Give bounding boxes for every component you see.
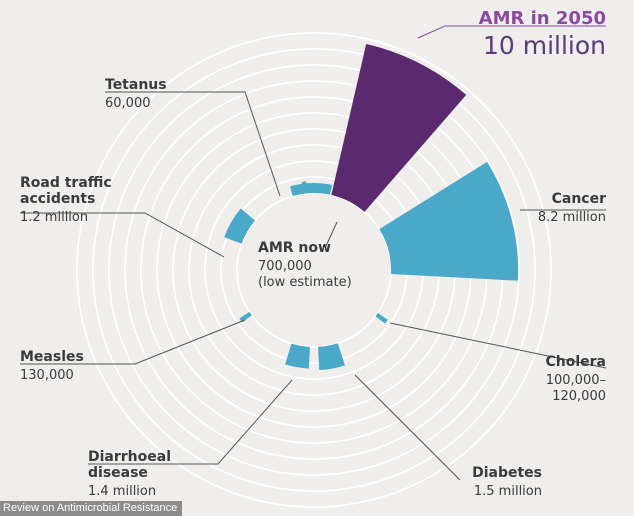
label-title: Diarrhoeal <box>88 449 171 465</box>
leader-road <box>20 212 225 258</box>
leader-amr2050 <box>417 25 606 39</box>
leader-measles <box>20 319 246 365</box>
label-value: 700,000 <box>258 259 312 274</box>
leader-diarrhoeal <box>88 379 293 465</box>
chart-bars <box>224 43 519 371</box>
leader-diabetes <box>354 374 461 481</box>
leader-amrnow <box>325 221 338 247</box>
label-title: Road traffic <box>20 175 112 191</box>
label-value: 130,000 <box>20 368 74 383</box>
ring-gridline <box>220 176 408 364</box>
label-measles: Measles 130,000 <box>20 349 84 383</box>
label-tetanus: Tetanus 60,000 <box>105 77 167 111</box>
label-cancer: Cancer 8.2 million <box>538 191 606 225</box>
bar-measles <box>239 311 252 323</box>
label-value: 1.4 million <box>88 484 156 499</box>
bar-diabetes <box>318 343 345 371</box>
label-title: AMR in 2050 <box>479 8 606 29</box>
ring-gridline <box>92 48 536 492</box>
label-title: Diabetes <box>472 465 542 481</box>
bar-amr2050 <box>331 43 467 212</box>
label-cholera: Cholera 100,000–120,000 <box>545 354 606 404</box>
leader-lines <box>20 25 607 481</box>
label-value: (low estimate) <box>258 275 352 290</box>
leader-cholera <box>389 322 607 369</box>
label-title: Tetanus <box>105 77 167 93</box>
label-title: accidents <box>20 191 95 207</box>
label-title: AMR now <box>258 240 331 256</box>
label-title: Measles <box>20 349 84 365</box>
bar-road <box>224 208 256 244</box>
label-title: Cholera <box>545 354 606 370</box>
label-diabetes: Diabetes 1.5 million <box>472 465 542 499</box>
bar-cholera <box>375 313 388 324</box>
label-amrnow: AMR now 700,000(low estimate) <box>258 240 352 290</box>
ring-gridline <box>76 32 552 508</box>
bar-diarrhoeal <box>285 343 310 369</box>
label-value: 1.5 million <box>474 484 542 499</box>
label-value: 1.2 million <box>20 210 88 225</box>
source-credit: Review on Antimicrobial Resistance <box>0 501 183 516</box>
label-value: 100,000– <box>546 373 606 388</box>
bar-cancer <box>379 161 519 281</box>
label-value: 10 million <box>483 31 606 60</box>
label-title: disease <box>88 465 148 481</box>
label-title: Cancer <box>552 191 606 207</box>
label-value: 60,000 <box>105 96 151 111</box>
leader-tetanus <box>105 91 281 197</box>
bar-amrnow <box>290 183 333 196</box>
label-value: 8.2 million <box>538 210 606 225</box>
label-value: 120,000 <box>552 389 606 404</box>
ring-gridline <box>108 64 520 476</box>
